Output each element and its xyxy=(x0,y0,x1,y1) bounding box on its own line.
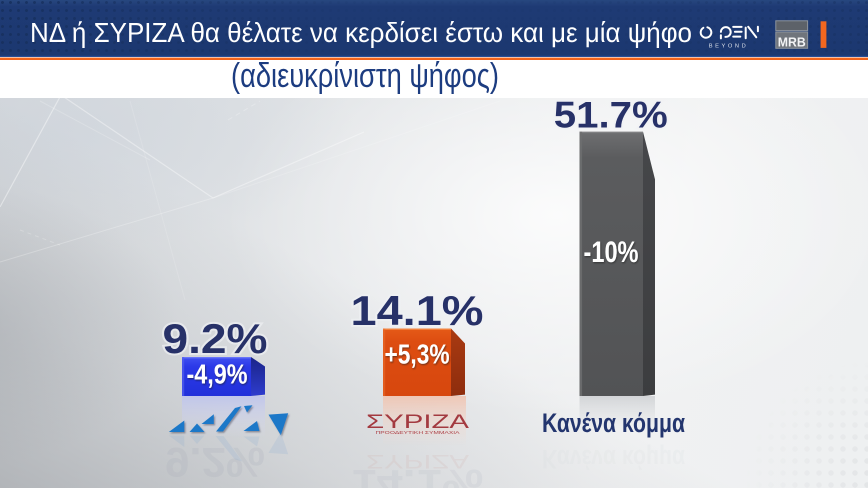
svg-text:Κανένα κόμμα: Κανένα κόμμα xyxy=(542,444,685,474)
svg-text:ΣΥΡΙΖΑ: ΣΥΡΙΖΑ xyxy=(366,412,469,433)
svg-text:Κανένα κόμμα: Κανένα κόμμα xyxy=(542,408,685,438)
svg-text:51.7%: 51.7% xyxy=(554,94,668,135)
svg-text:BEYOND: BEYOND xyxy=(709,43,749,49)
svg-text:ΠΡΟΟΔΕΥΤΙΚΗ ΣΥΜΜΑΧΙΑ: ΠΡΟΟΔΕΥΤΙΚΗ ΣΥΜΜΑΧΙΑ xyxy=(376,430,461,435)
svg-text:ΣΥΡΙΖΑ: ΣΥΡΙΖΑ xyxy=(366,450,469,471)
svg-text:14.1%: 14.1% xyxy=(351,287,484,334)
svg-text:14.1%: 14.1% xyxy=(351,461,484,488)
svg-text:-10%: -10% xyxy=(584,236,639,269)
svg-text:-4,9%: -4,9% xyxy=(187,359,248,390)
svg-text:MRB: MRB xyxy=(778,36,806,50)
svg-text:(αδιευκρίνιστη ψήφος): (αδιευκρίνιστη ψήφος) xyxy=(231,57,499,95)
svg-text:+5,3%: +5,3% xyxy=(385,339,450,370)
svg-text:ΝΔ ή ΣΥΡΙΖΑ θα θέλατε να κερδί: ΝΔ ή ΣΥΡΙΖΑ θα θέλατε να κερδίσει έστω κ… xyxy=(30,17,692,48)
svg-text:9.2%: 9.2% xyxy=(165,439,265,486)
svg-text:9.2%: 9.2% xyxy=(163,315,268,362)
